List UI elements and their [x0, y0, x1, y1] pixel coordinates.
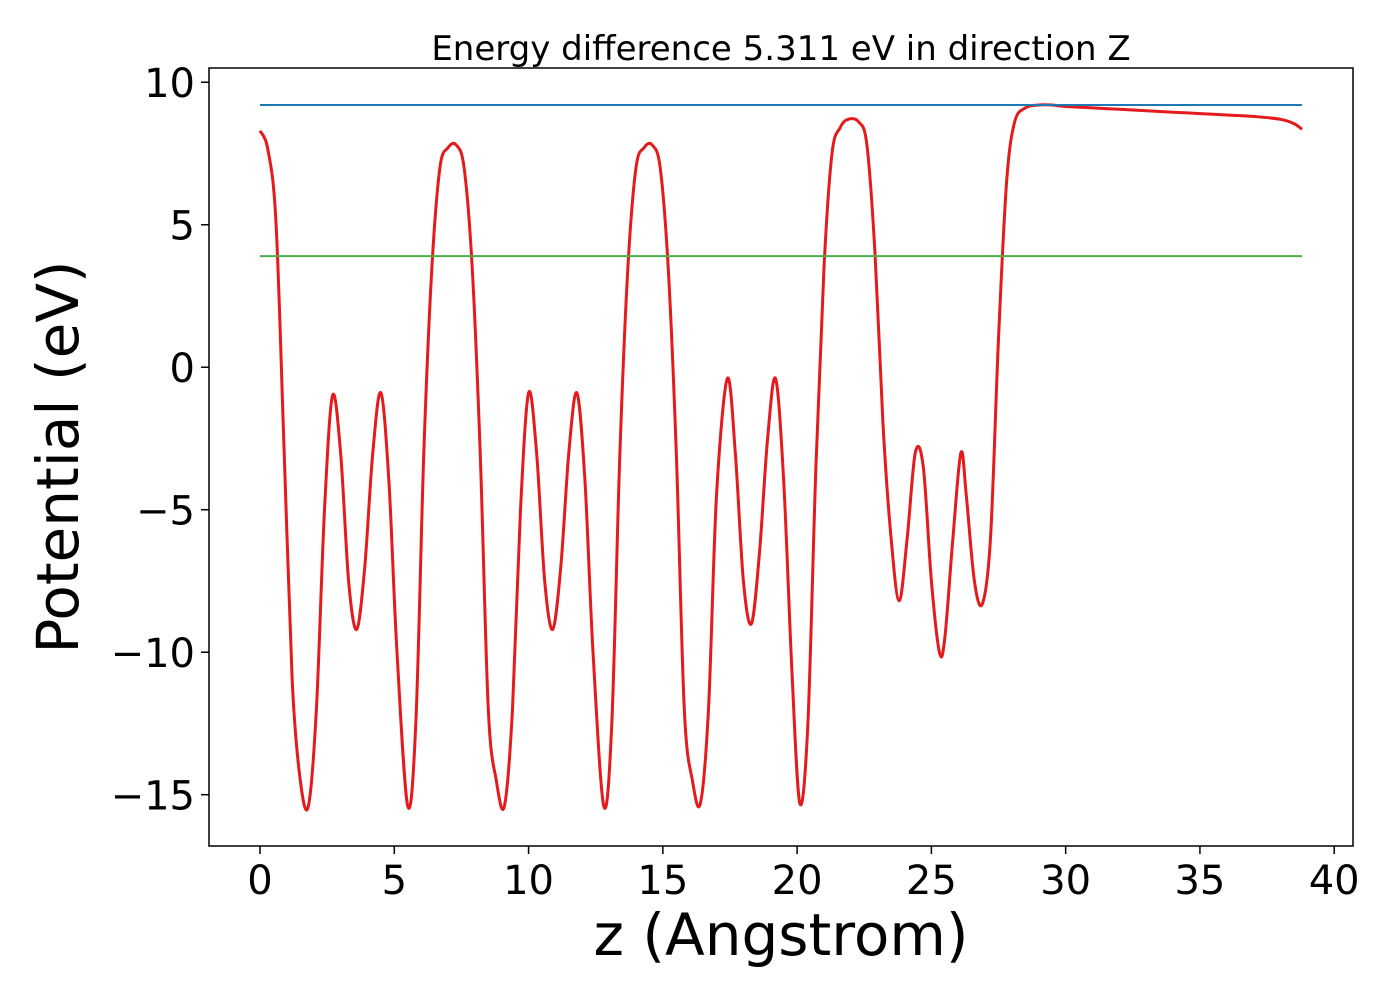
x-tick-label: 30	[1040, 858, 1091, 904]
x-axis-ticks: 0 5 10 15 20 25 30 35 40	[247, 846, 1360, 904]
x-tick-label: 40	[1309, 858, 1360, 904]
y-axis-ticks: 10 5 0 −5 −10 −15	[111, 61, 209, 820]
y-tick-label: 10	[144, 61, 195, 107]
y-tick-label: −15	[111, 774, 195, 820]
y-tick-label: 5	[170, 204, 195, 250]
y-tick-label: −10	[111, 631, 195, 677]
x-axis-label: z (Angstrom)	[594, 901, 969, 969]
plot-frame	[208, 67, 1354, 847]
y-tick-label: 0	[170, 346, 195, 392]
x-tick-label: 35	[1174, 858, 1225, 904]
y-axis-label: Potential (eV)	[24, 260, 92, 653]
x-tick-label: 5	[382, 858, 407, 904]
x-tick-label: 15	[637, 858, 688, 904]
x-tick-label: 25	[906, 858, 957, 904]
plot-lines	[258, 103, 1303, 812]
x-tick-label: 10	[503, 858, 554, 904]
series-line-potential	[258, 103, 1303, 812]
y-tick-label: −5	[136, 489, 195, 535]
x-tick-label: 0	[247, 858, 272, 904]
x-tick-label: 20	[772, 858, 823, 904]
chart-title: Energy difference 5.311 eV in direction …	[431, 29, 1130, 69]
